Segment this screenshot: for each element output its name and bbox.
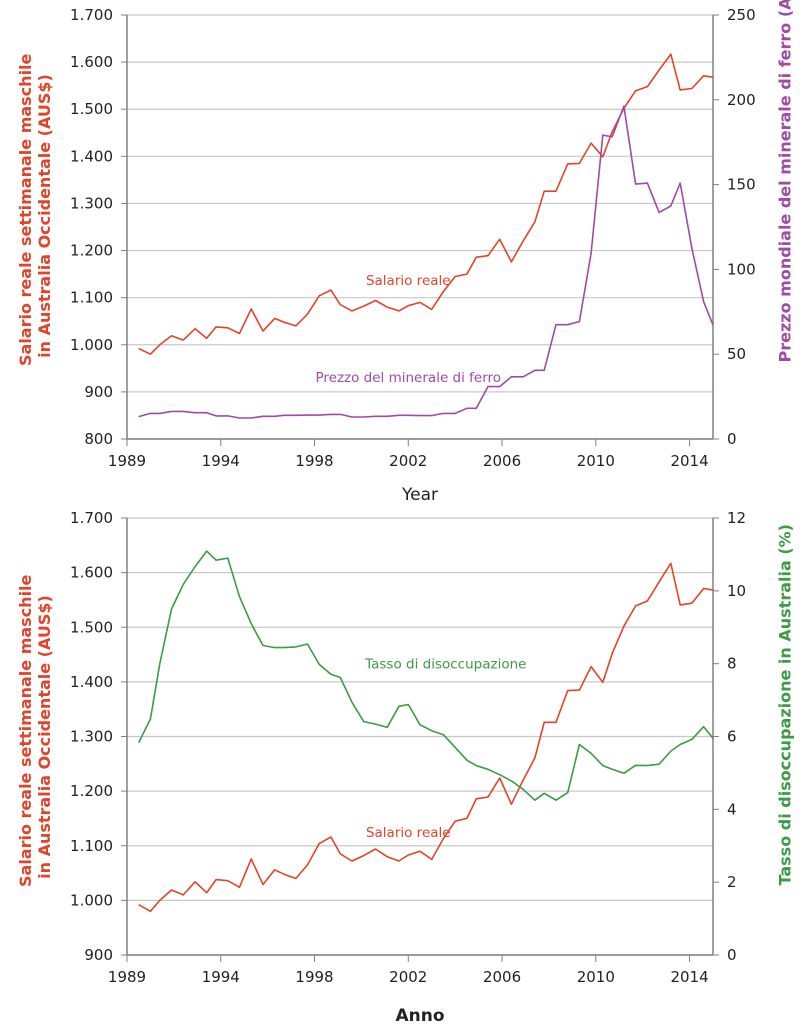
bottom-series-salario-reale-label: Salario reale [366,825,451,841]
top-x-tick-label: 2010 [577,452,615,470]
top-left-tick-label: 800 [84,430,113,448]
bottom-x-tick-label: 1989 [108,968,146,986]
top-x-tick-label: 1989 [108,452,146,470]
bottom-right-tick-label: 0 [727,946,737,964]
bottom-right-axis-title: Tasso di disoccupazione in Australia (%) [775,524,795,886]
top-left-tick-label: 900 [84,383,113,401]
top-x-tick-label: 1998 [295,452,333,470]
bottom-right-tick-label: 4 [727,800,737,818]
bottom-left-tick-label: 1.200 [70,782,113,800]
top-x-axis-title: Year [402,485,438,505]
bottom-left-tick-label: 1.700 [70,509,113,527]
bottom-left-tick-label: 1.000 [70,891,113,909]
bottom-left-axis-title: Salario reale settimanale maschile in Au… [16,574,54,887]
bottom-chart: 900 1.000 1.100 1.200 1.300 1.400 1.500 1.600 1.… [70,509,746,986]
top-x-tick-label: 2014 [670,452,708,470]
top-series-prezzo-del-minerale-di-ferro-label: Prezzo del minerale di ferro [316,370,502,386]
top-left-axis-title-line2: in Australia Occidentale (AUS$) [35,74,54,358]
top-left-tick-label: 1.400 [70,147,113,165]
bottom-right-tick-label: 10 [727,582,746,600]
bottom-x-tick-label: 2014 [670,968,708,986]
bottom-left-tick-label: 1.100 [70,837,113,855]
bottom-left-tick-label: 900 [84,946,113,964]
bottom-left-axis-title-line2: in Australia Occidentale (AUS$) [35,595,54,879]
top-left-tick-label: 1.300 [70,194,113,212]
bottom-x-axis-title: Anno [395,1006,445,1026]
top-right-tick-label: 200 [727,91,756,109]
bottom-left-axis-title-line1: Salario reale settimanale maschile [16,574,35,887]
top-series-salario-reale-line [138,53,714,356]
top-series-salario-reale-label: Salario reale [366,273,451,289]
bottom-left-tick-label: 1.300 [70,728,113,746]
bottom-series-tasso-di-disoccupazione-line [137,550,714,802]
top-left-axis-title-line1: Salario reale settimanale maschile [16,53,35,366]
top-left-tick-label: 1.500 [70,100,113,118]
bottom-right-tick-label: 8 [727,655,737,673]
bottom-x-tick-label: 1994 [202,968,240,986]
top-right-tick-label: 50 [727,345,746,363]
top-right-tick-label: 150 [727,176,756,194]
top-right-tick-label: 0 [727,430,737,448]
bottom-series-salario-reale-line [138,562,714,913]
bottom-left-tick-label: 1.600 [70,564,113,582]
top-left-tick-label: 1.600 [70,53,113,71]
top-chart: 800 900 1.000 1.100 1.200 1.300 1.400 1.500 1.60… [70,6,756,470]
bottom-x-tick-label: 2002 [389,968,427,986]
top-left-tick-label: 1.100 [70,289,113,307]
top-x-tick-label: 2006 [483,452,521,470]
top-series-prezzo-del-minerale-di-ferro-line [138,105,714,419]
top-right-tick-label: 100 [727,260,756,278]
top-x-tick-label: 2002 [389,452,427,470]
top-left-tick-label: 1.700 [70,6,113,24]
bottom-left-tick-label: 1.400 [70,673,113,691]
bottom-x-tick-label: 2006 [483,968,521,986]
bottom-x-tick-label: 2010 [577,968,615,986]
bottom-right-tick-label: 12 [727,509,746,527]
top-x-tick-label: 1994 [202,452,240,470]
top-right-axis-title: Prezzo mondiale del minerale di ferro (A… [775,0,795,363]
bottom-left-tick-label: 1.500 [70,618,113,636]
top-left-tick-label: 1.000 [70,336,113,354]
top-right-tick-label: 250 [727,6,756,24]
bottom-x-tick-label: 1998 [295,968,333,986]
bottom-right-tick-label: 6 [727,728,737,746]
top-left-tick-label: 1.200 [70,242,113,260]
bottom-series-tasso-di-disoccupazione-label: Tasso di disoccupazione [364,657,526,673]
bottom-right-tick-label: 2 [727,873,737,891]
top-left-axis-title: Salario reale settimanale maschile in Au… [16,53,54,366]
